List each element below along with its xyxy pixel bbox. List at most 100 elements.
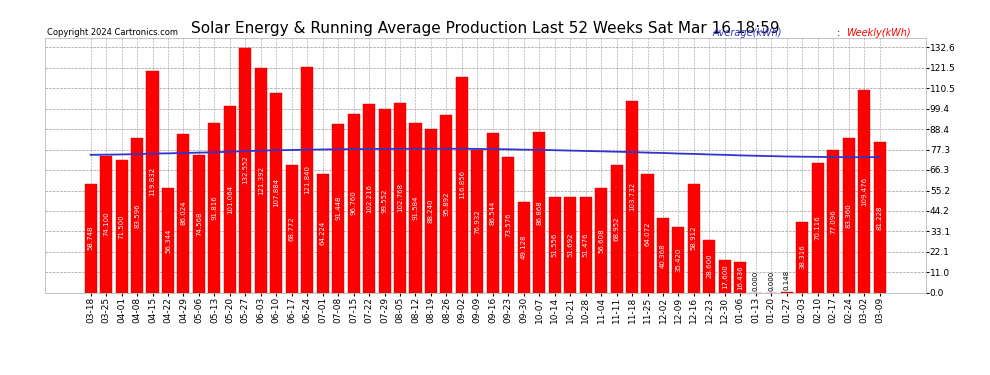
Text: 0.000: 0.000 (768, 270, 774, 291)
Text: 73.576: 73.576 (505, 212, 511, 237)
Bar (518, 202, 530, 292)
Bar (224, 106, 236, 292)
Bar (827, 150, 840, 292)
Bar (301, 68, 313, 292)
Bar (270, 93, 282, 292)
Text: :: : (837, 28, 842, 38)
Text: 58.748: 58.748 (88, 226, 94, 251)
Text: 91.584: 91.584 (413, 196, 419, 220)
Text: 28.600: 28.600 (707, 254, 713, 278)
Text: 86.024: 86.024 (180, 201, 186, 225)
Text: 121.840: 121.840 (304, 165, 310, 194)
Bar (672, 227, 684, 292)
Title: Solar Energy & Running Average Production Last 52 Weeks Sat Mar 16 18:59: Solar Energy & Running Average Productio… (191, 21, 779, 36)
Text: 51.556: 51.556 (551, 232, 557, 257)
Text: 17.600: 17.600 (722, 264, 728, 289)
Bar (347, 114, 359, 292)
Text: 101.064: 101.064 (227, 184, 233, 214)
Bar (363, 104, 375, 292)
Bar (471, 150, 483, 292)
Text: 71.500: 71.500 (119, 214, 125, 239)
Text: 74.100: 74.100 (103, 212, 109, 236)
Text: 56.344: 56.344 (165, 228, 171, 253)
Bar (441, 115, 452, 292)
Text: 116.856: 116.856 (459, 170, 465, 199)
Bar (162, 188, 174, 292)
Text: 109.476: 109.476 (861, 177, 867, 206)
Text: Copyright 2024 Cartronics.com: Copyright 2024 Cartronics.com (47, 28, 177, 37)
Bar (735, 262, 746, 292)
Bar (548, 197, 560, 292)
Text: 58.912: 58.912 (691, 226, 697, 251)
Bar (84, 184, 97, 292)
Text: 119.832: 119.832 (149, 167, 155, 196)
Bar (719, 260, 731, 292)
Text: 88.240: 88.240 (428, 199, 434, 223)
Bar (703, 240, 716, 292)
Text: 103.732: 103.732 (629, 182, 635, 211)
Bar (796, 222, 808, 292)
Bar (394, 103, 406, 292)
Text: 40.368: 40.368 (660, 243, 666, 267)
Text: 68.772: 68.772 (289, 217, 295, 241)
Bar (378, 108, 391, 292)
Bar (286, 165, 298, 292)
Text: 70.116: 70.116 (815, 215, 821, 240)
Text: 64.224: 64.224 (320, 221, 326, 245)
Text: 96.760: 96.760 (350, 191, 356, 216)
Text: 38.316: 38.316 (799, 245, 805, 270)
Bar (564, 197, 576, 292)
Bar (100, 156, 112, 292)
Bar (425, 129, 437, 292)
Bar (595, 188, 607, 292)
Text: 99.552: 99.552 (381, 188, 387, 213)
Text: 77.096: 77.096 (831, 209, 837, 234)
Bar (455, 76, 468, 292)
Text: 0.148: 0.148 (784, 270, 790, 290)
Bar (858, 90, 870, 292)
Text: 86.544: 86.544 (490, 200, 496, 225)
Bar (873, 142, 886, 292)
Text: 95.892: 95.892 (444, 192, 449, 216)
Bar (688, 184, 700, 292)
Text: Weekly(kWh): Weekly(kWh) (846, 28, 911, 38)
Text: 83.360: 83.360 (845, 203, 851, 228)
Bar (487, 133, 499, 292)
Bar (131, 138, 144, 292)
Text: 35.420: 35.420 (675, 248, 681, 272)
Text: 91.448: 91.448 (336, 196, 342, 220)
Bar (642, 174, 653, 292)
Bar (579, 197, 592, 292)
Text: 74.568: 74.568 (196, 211, 202, 236)
Text: 0.000: 0.000 (752, 270, 758, 291)
Text: Average(kWh): Average(kWh) (713, 28, 782, 38)
Bar (332, 123, 345, 292)
Bar (177, 134, 189, 292)
Bar (208, 123, 221, 292)
Text: 107.884: 107.884 (273, 178, 279, 207)
Bar (240, 48, 251, 292)
Text: 132.552: 132.552 (243, 156, 248, 184)
Bar (657, 218, 669, 292)
Text: 81.228: 81.228 (876, 205, 882, 230)
Bar (147, 71, 158, 292)
Text: 16.436: 16.436 (738, 265, 743, 290)
Text: 64.072: 64.072 (644, 221, 650, 246)
Bar (534, 132, 545, 292)
Text: 121.392: 121.392 (257, 166, 263, 195)
Text: 49.128: 49.128 (521, 235, 527, 260)
Text: 51.476: 51.476 (583, 233, 589, 257)
Bar (317, 174, 329, 292)
Text: 102.768: 102.768 (397, 183, 403, 212)
Text: 51.692: 51.692 (567, 232, 573, 257)
Bar (812, 163, 824, 292)
Bar (116, 160, 128, 292)
Bar (502, 156, 515, 292)
Bar (410, 123, 422, 292)
Text: 83.596: 83.596 (134, 203, 140, 228)
Bar (254, 68, 267, 292)
Text: 56.608: 56.608 (598, 228, 604, 252)
Bar (611, 165, 623, 292)
Text: 68.952: 68.952 (614, 216, 620, 241)
Text: 86.868: 86.868 (537, 200, 543, 225)
